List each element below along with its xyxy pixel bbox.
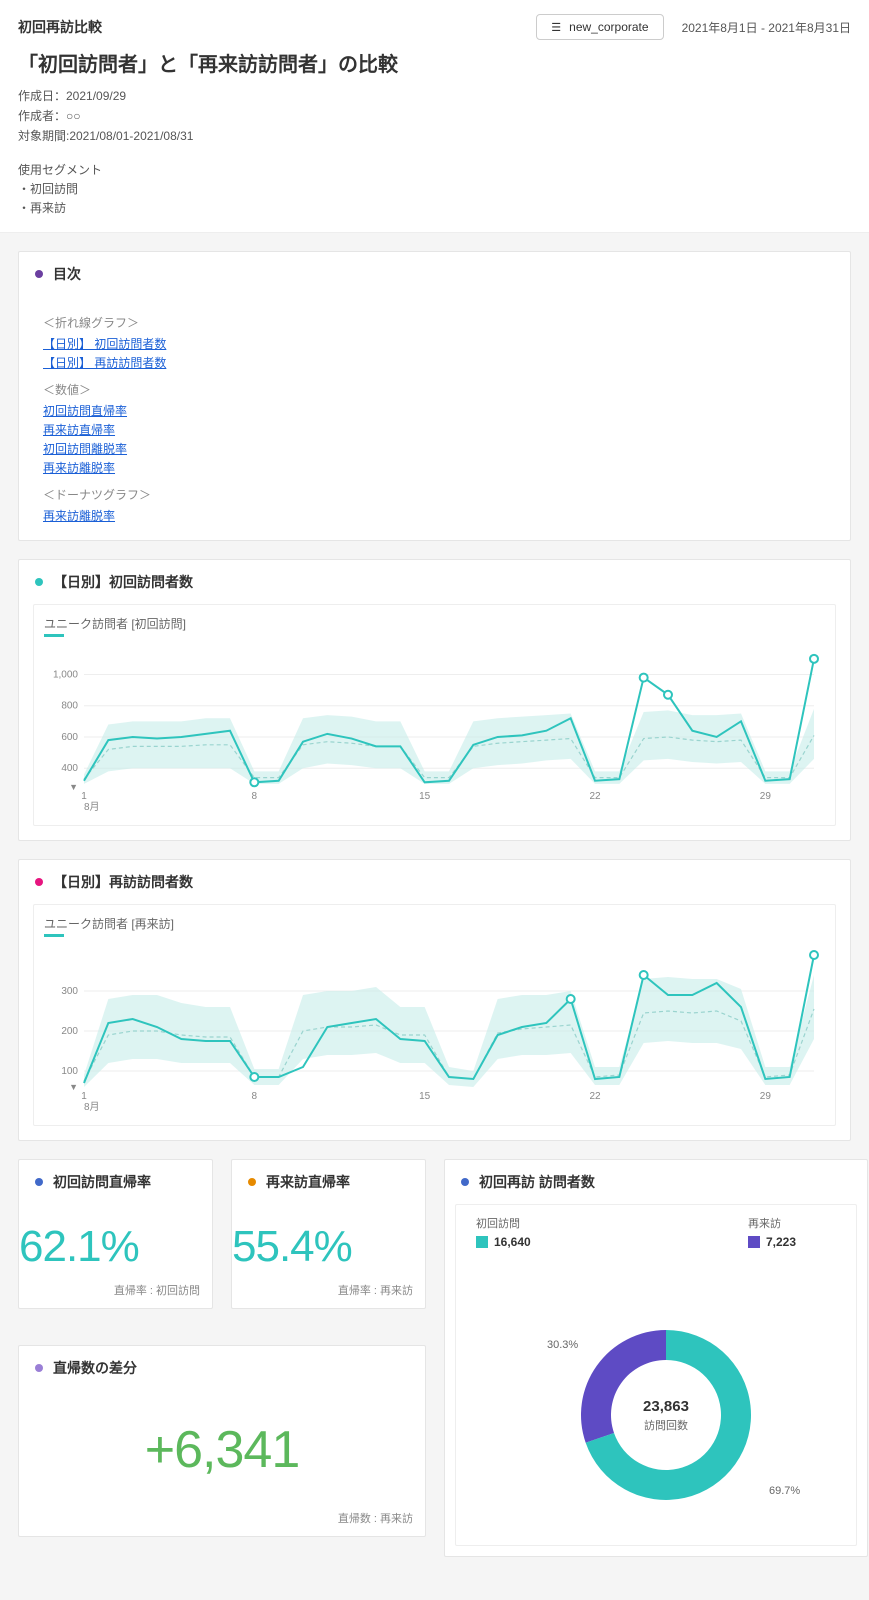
toc-title: 目次 <box>53 264 81 284</box>
meta-author: 作成者：○○ <box>18 107 851 126</box>
dot-icon <box>35 878 43 886</box>
donut-title: 初回再訪 訪問者数 <box>479 1172 595 1192</box>
svg-text:23,863: 23,863 <box>643 1398 689 1415</box>
chart2-title: 【日別】再訪訪問者数 <box>53 872 193 892</box>
svg-text:22: 22 <box>589 1091 601 1102</box>
kpi2-sub: 直帰率 : 再来訪 <box>232 1282 425 1308</box>
kpi3-card: 直帰数の差分 +6,341 直帰数 : 再来訪 <box>18 1345 426 1537</box>
page-title: 「初回訪問者」と「再来訪訪問者」の比較 <box>18 48 851 77</box>
dot-icon <box>35 578 43 586</box>
db-icon: ☰ <box>551 21 561 34</box>
legend-line <box>44 934 64 937</box>
seg-title: 使用セグメント <box>18 161 851 180</box>
svg-text:8: 8 <box>252 1091 258 1102</box>
chart1-subtitle: ユニーク訪問者 [初回訪問] <box>44 615 825 632</box>
kpi2-value: 55.4% <box>232 1204 425 1282</box>
svg-text:800: 800 <box>61 701 78 712</box>
kpi1-value: 62.1% <box>19 1204 212 1282</box>
toc-link[interactable]: 再来訪離脱率 <box>43 459 834 476</box>
kpi2-card: 再来訪直帰率 55.4% 直帰率 : 再来訪 <box>231 1159 426 1309</box>
svg-text:69.7%: 69.7% <box>769 1485 800 1497</box>
meta-created-date: 作成日：2021/09/29 <box>18 87 851 106</box>
chart2-svg: 100 200 300 1 8 15 22 29 8月 ▼ <box>44 945 824 1115</box>
svg-text:15: 15 <box>419 1091 431 1102</box>
dot-icon <box>35 1364 43 1372</box>
toc-link[interactable]: 再来訪直帰率 <box>43 421 834 438</box>
seg-1: ・初回訪問 <box>18 180 851 199</box>
toc-link[interactable]: 初回訪問直帰率 <box>43 402 834 419</box>
dot-icon <box>248 1178 256 1186</box>
kpi3-title: 直帰数の差分 <box>53 1358 137 1378</box>
meta-period: 対象期間:2021/08/01-2021/08/31 <box>18 127 851 146</box>
svg-text:1: 1 <box>81 791 87 802</box>
kpi1-title: 初回訪問直帰率 <box>53 1172 151 1192</box>
svg-text:1: 1 <box>81 1091 87 1102</box>
chart1-svg: 400 600 800 1,000 1 8 15 22 29 8月 ▼ <box>44 645 824 815</box>
kpi1-sub: 直帰率 : 初回訪問 <box>19 1282 212 1308</box>
legend-swatch <box>476 1236 488 1248</box>
toc-card: 目次 ＜折れ線グラフ＞ 【日別】 初回訪問者数 【日別】 再訪訪問者数 ＜数値＞… <box>18 251 851 541</box>
toc-link[interactable]: 【日別】 初回訪問者数 <box>43 335 834 352</box>
toc-link[interactable]: 初回訪問離脱率 <box>43 440 834 457</box>
svg-text:8: 8 <box>252 791 258 802</box>
kpi1-card: 初回訪問直帰率 62.1% 直帰率 : 初回訪問 <box>18 1159 213 1309</box>
svg-text:8月: 8月 <box>84 801 100 813</box>
chart1-card: 【日別】初回訪問者数 ユニーク訪問者 [初回訪問] 400 600 800 1,000… <box>18 559 851 841</box>
svg-text:29: 29 <box>760 791 772 802</box>
legend-swatch <box>748 1236 760 1248</box>
kpi3-sub: 直帰数 : 再来訪 <box>19 1510 425 1536</box>
kpi2-title: 再来訪直帰率 <box>266 1172 350 1192</box>
svg-text:22: 22 <box>589 791 601 802</box>
daterange[interactable]: 2021年8月1日 - 2021年8月31日 <box>682 19 851 36</box>
svg-text:200: 200 <box>61 1026 78 1037</box>
donut-legend1-label: 初回訪問 <box>476 1215 531 1231</box>
dot-icon <box>35 1178 43 1186</box>
chart2-card: 【日別】再訪訪問者数 ユニーク訪問者 [再来訪] 100 200 300 1 8 15 22… <box>18 859 851 1141</box>
chart2-subtitle: ユニーク訪問者 [再来訪] <box>44 915 825 932</box>
svg-text:▼: ▼ <box>69 1082 78 1092</box>
kpi3-value: +6,341 <box>19 1390 425 1510</box>
dot-icon <box>461 1178 469 1186</box>
chart1-title: 【日別】初回訪問者数 <box>53 572 193 592</box>
svg-text:100: 100 <box>61 1066 78 1077</box>
seg-2: ・再来訪 <box>18 199 851 218</box>
toc-group-label: ＜ドーナツグラフ＞ <box>43 486 834 503</box>
toc-link[interactable]: 【日別】 再訪訪問者数 <box>43 354 834 371</box>
svg-text:30.3%: 30.3% <box>547 1339 578 1351</box>
toc-group-label: ＜折れ線グラフ＞ <box>43 314 834 331</box>
donut-legend2-label: 再来訪 <box>748 1215 796 1231</box>
svg-text:600: 600 <box>61 732 78 743</box>
svg-text:15: 15 <box>419 791 431 802</box>
donut-svg: 23,863 訪問回数 69.7% 30.3% <box>466 1255 846 1535</box>
selector-label: new_corporate <box>569 20 648 34</box>
svg-text:▼: ▼ <box>69 782 78 792</box>
topbar: 初回再訪比較 ☰ new_corporate 2021年8月1日 - 2021年… <box>0 0 869 233</box>
dot-icon <box>35 270 43 278</box>
donut-card: 初回再訪 訪問者数 初回訪問 16,640 再来訪 7,223 23,863 訪問… <box>444 1159 868 1557</box>
donut-legend2-value: 7,223 <box>766 1235 796 1249</box>
toc-link[interactable]: 再来訪離脱率 <box>43 507 834 524</box>
svg-text:訪問回数: 訪問回数 <box>644 1418 688 1432</box>
svg-text:400: 400 <box>61 763 78 774</box>
donut-legend1-value: 16,640 <box>494 1235 531 1249</box>
report-name: 初回再訪比較 <box>18 17 102 37</box>
toc-group-label: ＜数値＞ <box>43 381 834 398</box>
svg-text:8月: 8月 <box>84 1101 100 1113</box>
svg-text:300: 300 <box>61 986 78 997</box>
svg-text:1,000: 1,000 <box>53 670 78 681</box>
datasource-selector[interactable]: ☰ new_corporate <box>536 14 663 40</box>
legend-line <box>44 634 64 637</box>
svg-text:29: 29 <box>760 1091 772 1102</box>
